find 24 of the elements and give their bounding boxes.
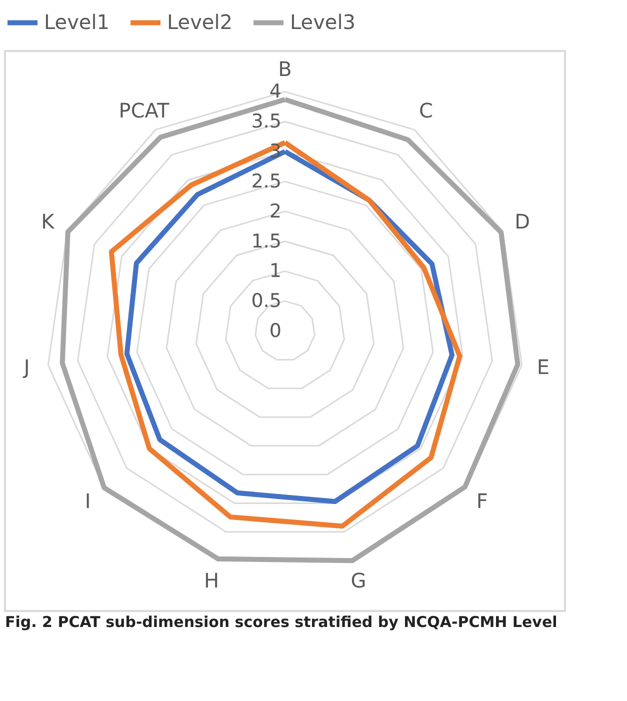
text: Fig. 2 PCAT sub-dimension scores stratified by NCQA-PCMH Level — [5, 613, 558, 631]
legend-label: Level1 — [44, 10, 110, 34]
y-tick-label: 3.5 — [251, 110, 282, 133]
spoke-label: E — [536, 355, 550, 380]
spoke-label: I — [84, 488, 91, 513]
spoke-label: J — [22, 355, 30, 380]
y-tick-label: 2.5 — [251, 170, 282, 192]
y-tick-label: 4 — [269, 80, 282, 103]
y-tick-label: 0 — [269, 320, 282, 342]
spoke-label: D — [514, 210, 530, 234]
spoke-label: K — [41, 210, 56, 234]
spoke-label: G — [350, 568, 366, 592]
y-tick-label: 0.5 — [251, 290, 282, 312]
legend-label: Level3 — [290, 10, 356, 34]
y-tick-label: 3 — [269, 140, 282, 163]
y-tick-label: 1.5 — [251, 230, 282, 252]
spoke-label: F — [476, 488, 488, 513]
spoke-label: B — [278, 57, 292, 82]
y-tick-label: 1 — [269, 260, 282, 282]
spoke-label: PCAT — [118, 98, 170, 123]
legend-label: Level2 — [167, 10, 233, 34]
spoke-label: H — [204, 568, 220, 592]
spoke-label: C — [419, 98, 434, 123]
y-tick-label: 2 — [269, 200, 282, 222]
